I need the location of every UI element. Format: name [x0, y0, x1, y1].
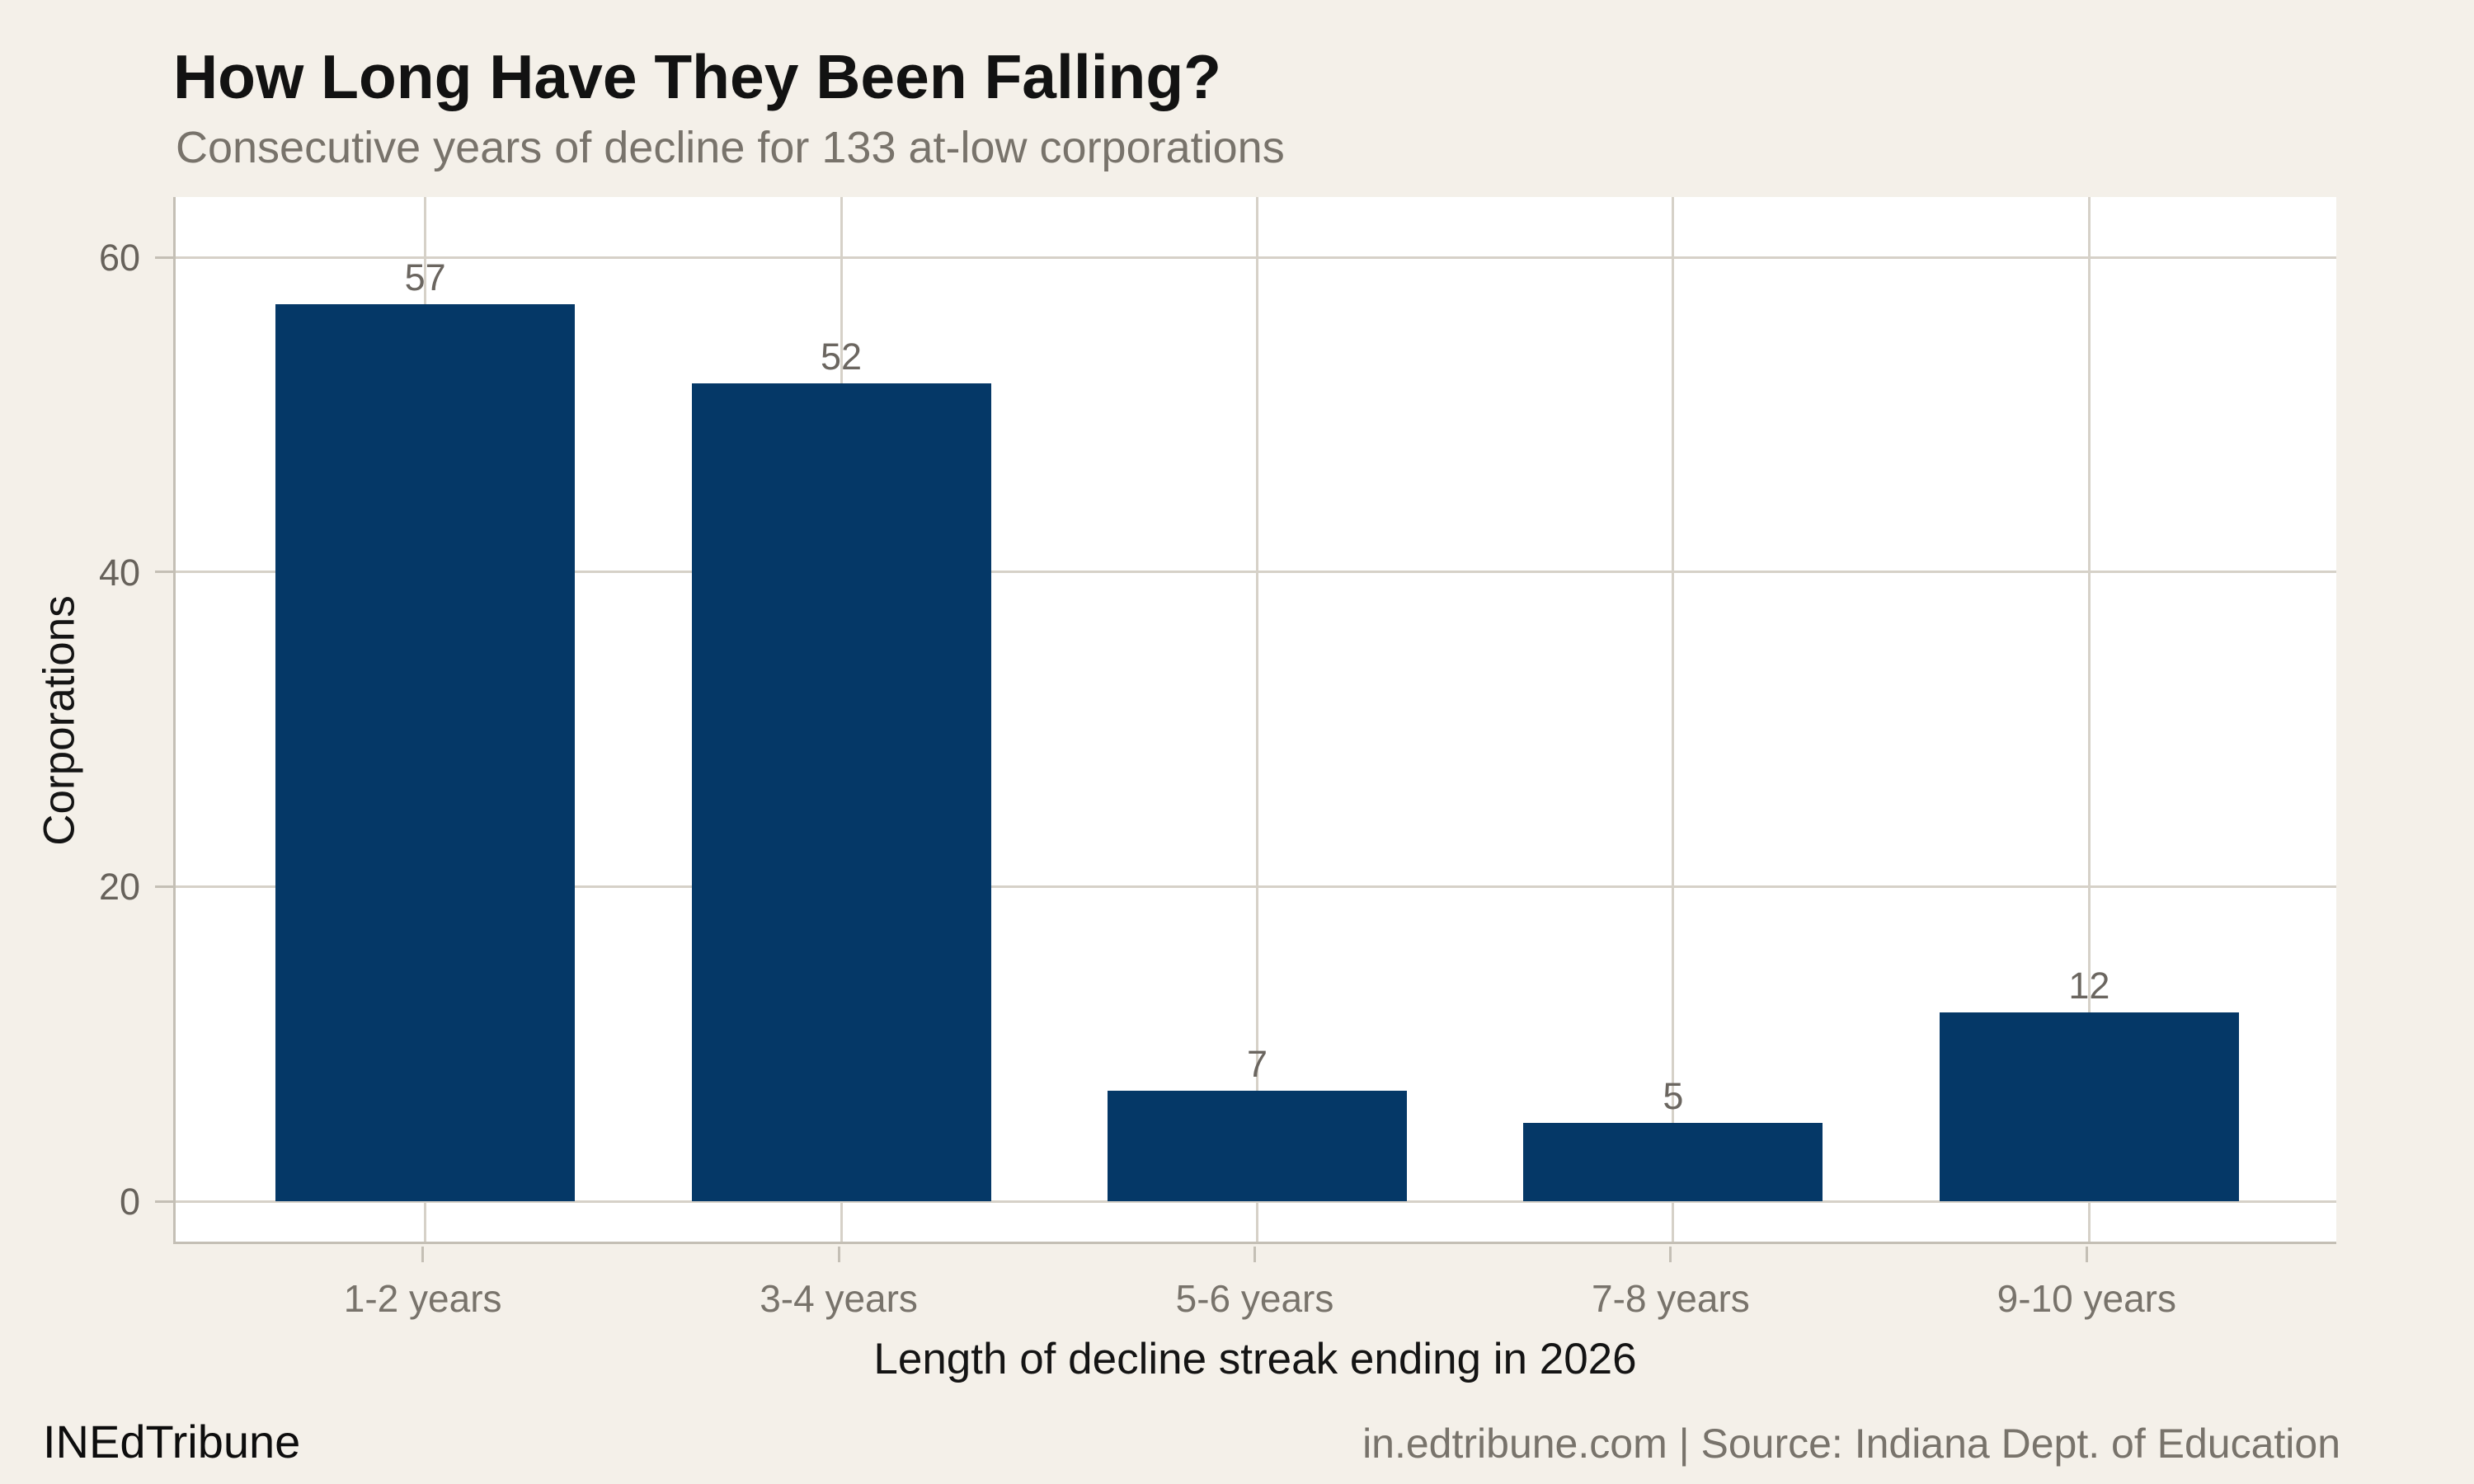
bar — [1523, 1123, 1823, 1201]
x-axis-tick — [2085, 1247, 2088, 1262]
y-tick-label: 40 — [98, 551, 140, 594]
x-tick-label: 9-10 years — [1997, 1277, 2177, 1320]
bar — [1108, 1091, 1407, 1201]
x-axis-tick — [1669, 1247, 1672, 1262]
x-axis-tick — [421, 1247, 425, 1262]
bar — [275, 304, 575, 1201]
gridline-vertical — [2087, 197, 2091, 1242]
bar-value-label: 12 — [2068, 965, 2110, 1007]
y-tick-label: 60 — [98, 237, 140, 279]
x-axis-tick — [837, 1247, 840, 1262]
bar-value-label: 57 — [404, 256, 446, 298]
y-tick-label: 0 — [119, 1181, 140, 1223]
chart-subtitle: Consecutive years of decline for 133 at-… — [176, 123, 1285, 172]
y-axis-tick — [155, 885, 173, 888]
bar-value-label: 52 — [821, 336, 863, 378]
y-axis-tick — [155, 1200, 173, 1203]
x-axis-tick — [1253, 1247, 1256, 1262]
plot-panel: 57 52 7 5 12 — [173, 197, 2336, 1244]
y-axis-tick — [155, 256, 173, 259]
x-tick-label: 1-2 years — [343, 1277, 502, 1320]
bar-value-label: 5 — [1663, 1075, 1684, 1117]
gridline-vertical — [1256, 197, 1258, 1242]
gridline-vertical — [1672, 197, 1675, 1242]
x-tick-label: 7-8 years — [1592, 1277, 1750, 1320]
y-axis-tick — [155, 571, 173, 574]
y-tick-label: 20 — [98, 866, 140, 909]
bar-value-label: 7 — [1246, 1043, 1268, 1085]
chart-title: How Long Have They Been Falling? — [173, 42, 1221, 111]
bar — [692, 383, 991, 1201]
bar — [1940, 1012, 2239, 1201]
x-axis-title: Length of decline streak ending in 2026 — [873, 1335, 1637, 1383]
y-axis-title: Corporations — [35, 595, 84, 846]
x-tick-label: 3-4 years — [760, 1277, 918, 1320]
publisher-logo-text: INEdTribune — [43, 1416, 301, 1468]
source-attribution: in.edtribune.com | Source: Indiana Dept.… — [1362, 1421, 2340, 1467]
x-tick-label: 5-6 years — [1175, 1277, 1334, 1320]
